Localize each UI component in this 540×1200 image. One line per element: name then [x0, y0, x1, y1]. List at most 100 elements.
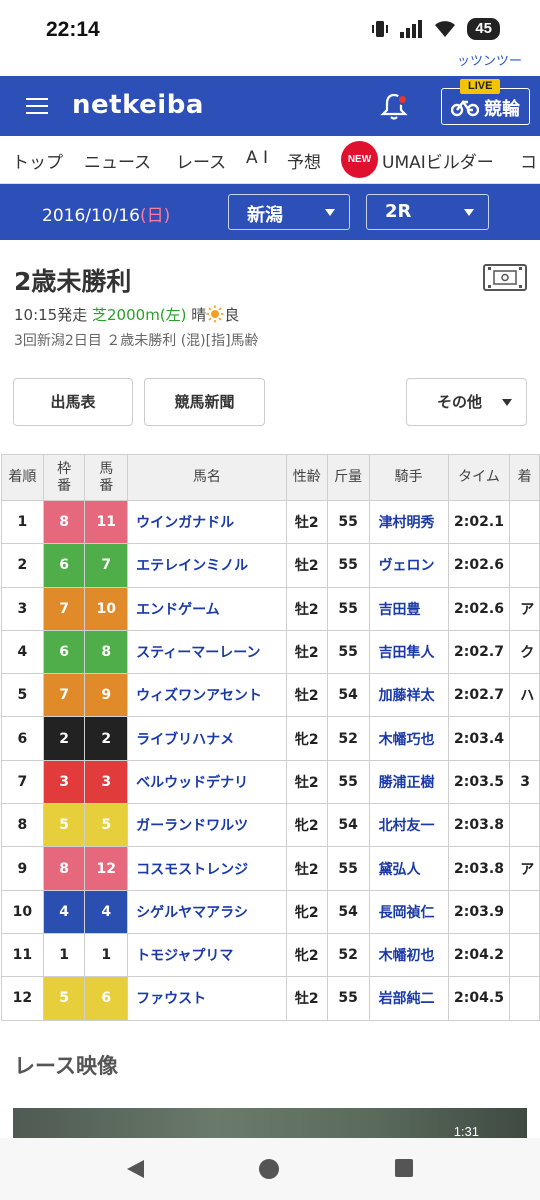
- waku-cell: 7: [42, 673, 86, 718]
- header-umaban[interactable]: 馬番: [84, 454, 129, 501]
- race-video-thumbnail[interactable]: 1:31: [13, 1108, 527, 1138]
- header-time[interactable]: タイム: [447, 454, 511, 501]
- battery-indicator: 45: [467, 18, 500, 40]
- nav-umai-builder[interactable]: UMAIビルダー: [382, 153, 494, 173]
- nav-more[interactable]: コ: [520, 153, 537, 173]
- race-date[interactable]: 2016/10/16(日): [42, 201, 170, 226]
- umaban-cell: 8: [84, 629, 129, 675]
- horse-name-link[interactable]: ベルウッドデナリ: [127, 759, 287, 805]
- header-name[interactable]: 馬名: [127, 454, 287, 501]
- header-sex-age[interactable]: 性齢: [285, 454, 328, 501]
- site-logo[interactable]: netkeiba: [72, 90, 204, 120]
- margin-cell: [509, 932, 540, 978]
- header-waku[interactable]: 枠番: [42, 454, 86, 501]
- jockey-link[interactable]: 長岡禎仁: [368, 889, 449, 934]
- waku-cell: 6: [42, 629, 86, 675]
- jockey-link[interactable]: 勝浦正樹: [368, 759, 449, 805]
- umaban-cell: 12: [84, 846, 129, 891]
- horse-name-link[interactable]: ファウスト: [127, 976, 287, 1021]
- venue-select[interactable]: 新潟: [228, 194, 350, 230]
- video-icon[interactable]: [483, 264, 527, 291]
- time-cell: 2:02.7: [447, 629, 511, 675]
- jockey-link[interactable]: 木幡初也: [368, 932, 449, 978]
- chevron-down-icon: [464, 209, 474, 216]
- horse-name-link[interactable]: シゲルヤマアラシ: [127, 889, 287, 934]
- horse-name-link[interactable]: スティーマーレーン: [127, 629, 287, 675]
- back-icon[interactable]: [124, 1158, 146, 1180]
- shutuba-button[interactable]: 出馬表: [13, 378, 133, 426]
- nav-yoso[interactable]: 予想: [287, 153, 321, 173]
- umaban-cell: 9: [84, 673, 129, 718]
- race-number-select[interactable]: 2R: [366, 194, 489, 230]
- home-icon[interactable]: [258, 1158, 280, 1180]
- nav-race[interactable]: レース: [176, 153, 227, 173]
- video-section-title: レース映像: [14, 1054, 118, 1078]
- course-info: 芝2000m(左): [92, 306, 187, 324]
- header-margin[interactable]: 着: [509, 454, 540, 501]
- horse-name-link[interactable]: エンドゲーム: [127, 586, 287, 631]
- horse-name-link[interactable]: エテレインミノル: [127, 543, 287, 588]
- sex-age-cell: 牡2: [285, 543, 328, 588]
- header-jockey[interactable]: 騎手: [368, 454, 449, 501]
- venue-value: 新潟: [247, 205, 283, 226]
- jockey-link[interactable]: 北村友一: [368, 803, 449, 848]
- waku-cell: 5: [42, 976, 86, 1021]
- race-conditions: 3回新潟2日目 ２歳未勝利 (混)[指]馬齢: [14, 333, 259, 349]
- header-weight[interactable]: 斤量: [326, 454, 370, 501]
- sex-age-cell: 牡2: [285, 846, 328, 891]
- jockey-link[interactable]: 加藤祥太: [368, 673, 449, 718]
- rank-cell: 12: [1, 976, 44, 1021]
- notification-dot: [397, 94, 408, 105]
- system-navigation-bar: [0, 1138, 540, 1200]
- new-badge: NEW: [341, 141, 378, 178]
- time-cell: 2:03.9: [447, 889, 511, 934]
- menu-icon[interactable]: [26, 98, 48, 114]
- sun-icon: [206, 305, 224, 323]
- rank-cell: 9: [1, 846, 44, 891]
- jockey-link[interactable]: 黛弘人: [368, 846, 449, 891]
- time-cell: 2:03.4: [447, 716, 511, 761]
- horse-name-link[interactable]: ガーランドワルツ: [127, 803, 287, 848]
- jockey-link[interactable]: 津村明秀: [368, 499, 449, 545]
- umaban-cell: 2: [84, 716, 129, 761]
- clock: 22:14: [46, 18, 100, 41]
- horse-name-link[interactable]: ライブリハナメ: [127, 716, 287, 761]
- jockey-link[interactable]: 木幡巧也: [368, 716, 449, 761]
- header-waku-label: 枠番: [57, 460, 72, 494]
- nav-top[interactable]: トップ: [12, 153, 63, 173]
- shinbun-button[interactable]: 競馬新聞: [144, 378, 265, 426]
- jockey-link[interactable]: ヴェロン: [368, 543, 449, 588]
- horse-name-link[interactable]: トモジャプリマ: [127, 932, 287, 978]
- umaban-cell: 1: [84, 932, 129, 978]
- waku-cell: 8: [42, 499, 86, 545]
- nav-news[interactable]: ニュース: [84, 153, 152, 173]
- jockey-link[interactable]: 吉田豊: [368, 586, 449, 631]
- margin-cell: [509, 976, 540, 1021]
- horse-name-link[interactable]: ウィズワンアセント: [127, 673, 287, 718]
- race-info: 10:15発走 芝2000m(左) 晴良: [14, 304, 239, 325]
- margin-cell: ア: [509, 846, 540, 891]
- sex-age-cell: 牝2: [285, 932, 328, 978]
- horse-name-link[interactable]: ウインガナドル: [127, 499, 287, 545]
- keirin-button[interactable]: LIVE 競輪: [441, 79, 530, 125]
- nav-ai[interactable]: A I: [246, 148, 269, 168]
- weight-cell: 52: [326, 716, 370, 761]
- table-row: 8 5 5 ガーランドワルツ 牝2 54 北村友一 2:03.8: [1, 803, 540, 848]
- table-row: 1 8 11 ウインガナドル 牡2 55 津村明秀 2:02.1: [1, 499, 540, 545]
- weight-cell: 55: [326, 629, 370, 675]
- jockey-link[interactable]: 吉田隼人: [368, 629, 449, 675]
- notification-button[interactable]: [378, 90, 410, 122]
- header-rank[interactable]: 着順: [1, 454, 44, 501]
- other-dropdown[interactable]: その他: [406, 378, 527, 426]
- time-cell: 2:03.8: [447, 803, 511, 848]
- horse-name-link[interactable]: コスモストレンジ: [127, 846, 287, 891]
- margin-cell: ク: [509, 629, 540, 675]
- wifi-icon: [435, 21, 456, 37]
- table-row: 10 4 4 シゲルヤマアラシ 牝2 54 長岡禎仁 2:03.9: [1, 889, 540, 934]
- jockey-link[interactable]: 岩部純二: [368, 976, 449, 1021]
- waku-cell: 2: [42, 716, 86, 761]
- recents-icon[interactable]: [394, 1158, 414, 1178]
- sex-age-cell: 牝2: [285, 889, 328, 934]
- table-row: 2 6 7 エテレインミノル 牡2 55 ヴェロン 2:02.6: [1, 543, 540, 588]
- margin-cell: ハ: [509, 673, 540, 718]
